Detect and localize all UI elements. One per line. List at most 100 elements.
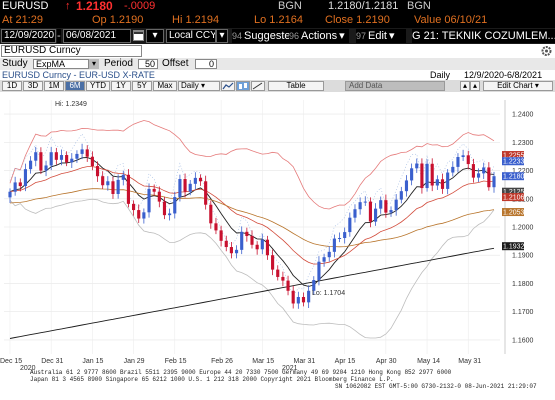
security-description: EURUSD Curncy - EUR-USD X-RATE — [2, 70, 155, 80]
period-button-max[interactable]: Max — [153, 81, 177, 91]
draw-tool-icon[interactable] — [251, 81, 265, 91]
candle-body — [476, 173, 481, 178]
candle-body — [245, 231, 249, 237]
candle-body — [404, 180, 409, 192]
candle-body — [85, 149, 89, 157]
time-label: At 21:29 — [2, 14, 43, 26]
candle-body — [168, 213, 172, 216]
period-button-5y[interactable]: 5Y — [132, 81, 152, 91]
bollinger-lower-line — [9, 198, 495, 339]
candle-body — [178, 179, 182, 198]
close-value: Close 1.2190 — [325, 14, 390, 26]
actions-button[interactable]: 96 Actions ▾ — [289, 29, 349, 43]
chart-title: G 21: TEKNIK COZUMLEM... — [412, 29, 555, 43]
price-label-text: 1.2125 — [503, 189, 525, 196]
table-button[interactable]: Table — [268, 81, 324, 91]
candle-body — [214, 223, 218, 231]
candle-body — [147, 188, 151, 213]
y-tick-label: 1.2400 — [512, 112, 534, 119]
bid-ask: 1.2180/1.2181 — [328, 0, 399, 12]
period-button-3d[interactable]: 3D — [23, 81, 43, 91]
candle-body — [363, 201, 367, 203]
candle-body — [29, 160, 33, 170]
candle-body — [142, 212, 146, 219]
candles — [8, 143, 496, 309]
footer-line-2: Japan 81 3 4565 8900 Singapore 65 6212 1… — [30, 376, 394, 383]
offset-input[interactable]: 0 — [195, 59, 217, 69]
zoom-out-icon[interactable]: ▴ — [460, 81, 470, 91]
zoom-in-icon[interactable]: ▴ — [470, 81, 480, 91]
candle-body — [492, 176, 496, 188]
candle-body — [204, 181, 208, 205]
candle-body — [49, 152, 53, 166]
currency-select[interactable]: Local CCY — [166, 29, 216, 43]
ticker-label: EURUSD — [2, 0, 49, 12]
price-label-text: 1.2255 — [503, 153, 525, 160]
candle-body — [281, 276, 285, 281]
period-button-ytd[interactable]: YTD — [86, 81, 110, 91]
frequency-label: Daily — [430, 70, 451, 80]
candle-body — [307, 290, 311, 303]
candle-body — [322, 257, 326, 262]
candle-body — [18, 182, 22, 187]
price-label-box — [502, 151, 524, 160]
candle-body — [440, 179, 445, 189]
trend-arrow-icon: ↑ — [65, 0, 71, 12]
candle-body — [260, 239, 264, 250]
candlestick-chart[interactable]: 1.24001.23001.22001.21001.20001.19001.18… — [0, 92, 555, 400]
x-tick-label: Jan 15 — [82, 358, 103, 365]
price-label-box — [502, 193, 524, 202]
edit-button[interactable]: 97 Edit ▾ — [356, 29, 406, 43]
candle-body — [368, 201, 372, 222]
study-select[interactable]: ExpMA — [33, 59, 89, 69]
candle-body — [219, 230, 223, 241]
price-change: -.0009 — [124, 0, 156, 12]
candle-body — [271, 255, 275, 270]
study-dropdown-icon[interactable]: ▾ — [89, 59, 99, 69]
end-date-input[interactable]: 06/08/2021 — [63, 29, 131, 43]
settings-gear-icon[interactable] — [540, 45, 553, 57]
x-tick-label: Mar 31 — [293, 358, 315, 365]
currency-dropdown-icon[interactable]: ▾ — [216, 29, 228, 43]
offset-label: Offset — [162, 58, 189, 69]
candle-body — [394, 199, 398, 211]
line-chart-icon[interactable] — [221, 81, 235, 91]
candle-body — [291, 290, 295, 304]
x-tick-label: Jan 29 — [124, 358, 145, 365]
date-separator: - — [57, 29, 61, 43]
period-button-1d[interactable]: 1D — [2, 81, 22, 91]
candle-body — [137, 210, 141, 219]
x-tick-label: Dec 31 — [41, 358, 63, 365]
chart-background — [0, 92, 555, 400]
candle-body — [90, 156, 94, 167]
period-button-1y[interactable]: 1Y — [111, 81, 131, 91]
period-select-icon[interactable]: ▾ — [146, 29, 164, 43]
bollinger-upper-line — [9, 120, 495, 210]
candle-body — [59, 155, 64, 160]
candle-body — [34, 152, 38, 161]
candle-chart-icon[interactable] — [236, 81, 250, 91]
ema-200-line — [9, 247, 495, 339]
calendar-icon[interactable] — [133, 30, 144, 41]
add-data-button[interactable]: Add Data — [345, 81, 445, 91]
period-button-6m[interactable]: 6M — [65, 81, 85, 91]
start-date-input[interactable]: 12/09/2020 — [1, 29, 56, 43]
period-button-1m[interactable]: 1M — [44, 81, 64, 91]
x-tick-label: Feb 26 — [211, 358, 233, 365]
y-tick-label: 1.1900 — [512, 253, 534, 260]
security-input[interactable]: EURUSD Curncy — [1, 45, 142, 57]
period-input[interactable]: 50 — [138, 59, 158, 69]
x-tick-label: Dec 15 — [0, 358, 22, 365]
candle-body — [101, 176, 105, 186]
candle-body — [240, 231, 244, 250]
price-label-text: 1.2180 — [503, 174, 525, 181]
edit-chart-button[interactable]: Edit Chart ▾ — [483, 81, 553, 91]
candle-body — [183, 179, 187, 192]
security-row: EURUSD Curncy — [0, 44, 555, 58]
candle-body — [188, 183, 192, 192]
frequency-select[interactable]: Daily ▾ — [178, 81, 220, 91]
candle-body — [461, 155, 465, 158]
source-label: BGN — [278, 0, 302, 12]
candle-body — [312, 280, 316, 291]
